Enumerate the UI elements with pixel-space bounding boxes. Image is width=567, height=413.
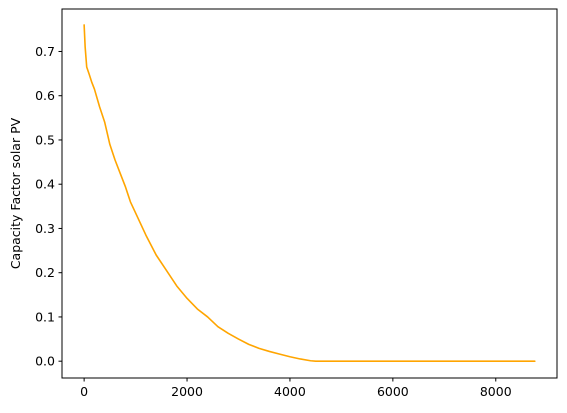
x-tick-label: 2000 (171, 384, 203, 399)
y-tick-label: 0.0 (35, 354, 55, 369)
x-tick-label: 0 (80, 384, 88, 399)
y-tick-label: 0.1 (35, 309, 55, 324)
y-tick-label: 0.5 (35, 132, 55, 147)
y-tick-label: 0.4 (35, 177, 55, 192)
y-tick-label: 0.7 (35, 44, 55, 59)
x-tick-label: 6000 (377, 384, 409, 399)
plot-frame (61, 8, 558, 379)
y-axis-label: Capacity Factor solar PV (8, 117, 23, 269)
y-tick-label: 0.2 (35, 265, 55, 280)
series-line-0 (83, 24, 536, 362)
y-tick-label: 0.6 (35, 88, 55, 103)
y-tick-label: 0.3 (35, 221, 55, 236)
x-tick-label: 4000 (274, 384, 306, 399)
x-tick-label: 8000 (480, 384, 512, 399)
